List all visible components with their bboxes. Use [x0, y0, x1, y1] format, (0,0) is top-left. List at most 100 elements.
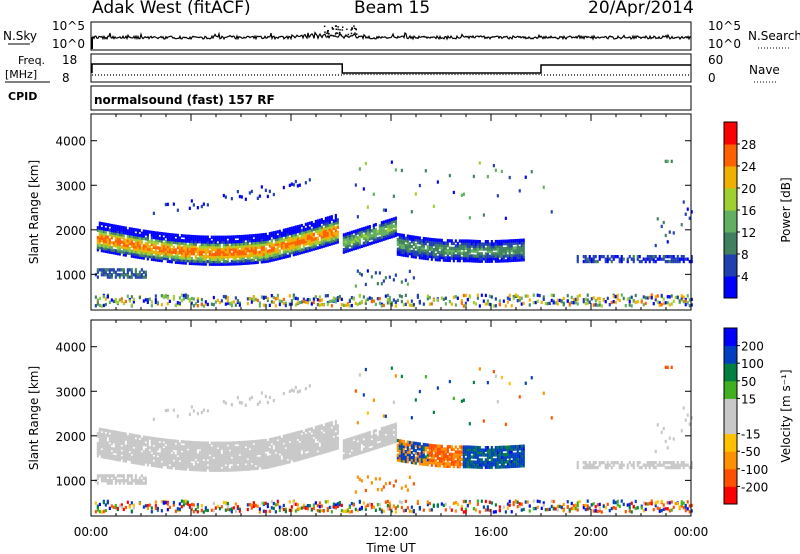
velocity-cell: [384, 482, 387, 486]
velocity-cell: [100, 474, 103, 478]
power-cell: [248, 261, 251, 265]
power-cell: [498, 252, 501, 256]
velocity-cell: [220, 461, 223, 465]
power-cell: [436, 248, 439, 252]
power-cell: [162, 244, 165, 248]
power-cell: [334, 240, 337, 245]
velocity-cell: [102, 509, 105, 514]
power-cell: [240, 244, 243, 248]
power-cell: [246, 244, 249, 248]
velocity-cell: [306, 445, 309, 449]
velocity-cell: [184, 455, 187, 459]
velocity-cell: [282, 444, 285, 448]
power-cell: [138, 236, 141, 240]
velocity-cell: [104, 441, 107, 445]
power-cell: [504, 251, 507, 256]
velocity-cell: [268, 509, 271, 513]
power-cell: [436, 180, 439, 184]
power-cell: [550, 293, 553, 297]
velocity-cell: [326, 424, 329, 429]
velocity-cell: [396, 458, 399, 462]
power-cell: [316, 238, 319, 243]
power-cell: [238, 254, 241, 258]
power-cell: [232, 262, 235, 266]
velocity-cell: [124, 459, 127, 463]
velocity-cell: [126, 481, 129, 485]
power-cell: [350, 247, 353, 252]
velocity-cell: [386, 427, 389, 431]
power-cell: [378, 238, 381, 243]
velocity-cell: [266, 465, 269, 469]
power-cell: [444, 251, 447, 255]
power-cell: [146, 239, 149, 244]
power-cell: [184, 249, 187, 253]
velocity-cell: [448, 455, 451, 459]
velocity-cell: [182, 452, 185, 456]
power-cell: [108, 250, 111, 254]
velocity-cell: [258, 461, 261, 465]
velocity-cell: [240, 467, 243, 472]
power-cell: [422, 246, 425, 250]
power-cell: [262, 237, 265, 242]
power-cell: [224, 302, 227, 306]
power-cell: [610, 259, 613, 264]
velocity-cell: [172, 441, 175, 446]
power-cell: [122, 245, 125, 249]
power-cell: [244, 254, 247, 258]
power-cell: [436, 298, 439, 302]
velocity-cell: [216, 444, 219, 448]
power-cell: [106, 268, 109, 272]
velocity-cell: [102, 474, 105, 478]
velocity-cell: [292, 502, 295, 506]
velocity-cell: [134, 474, 137, 478]
power-cell: [186, 294, 189, 298]
velocity-cell: [190, 443, 193, 447]
velocity-cell: [290, 457, 293, 461]
velocity-cell: [124, 479, 127, 483]
power-cell: [234, 303, 237, 307]
velocity-cell: [356, 447, 359, 451]
velocity-cell: [208, 456, 211, 460]
velocity-cell: [248, 445, 251, 449]
power-cell: [252, 261, 255, 265]
velocity-cell: [182, 462, 185, 466]
power-cell: [244, 259, 247, 263]
velocity-cell: [440, 457, 443, 461]
velocity-cell: [388, 481, 391, 485]
velocity-cell: [278, 457, 281, 461]
velocity-cell: [358, 373, 361, 377]
velocity-cell: [356, 449, 359, 453]
velocity-cell: [276, 446, 279, 450]
power-cell: [400, 248, 403, 252]
power-cell: [366, 225, 369, 229]
velocity-cell: [148, 453, 151, 457]
power-cell: [170, 257, 173, 261]
power-cell: [354, 241, 357, 245]
power-cell: [472, 301, 475, 305]
velocity-cell: [188, 448, 191, 452]
velocity-cell: [410, 509, 413, 513]
velocity-cell: [160, 500, 163, 504]
power-cell: [318, 221, 321, 225]
velocity-cell: [326, 446, 329, 451]
power-cell: [426, 244, 429, 249]
power-cell: [348, 304, 351, 308]
power-cell: [300, 231, 303, 235]
velocity-cell: [178, 447, 181, 451]
velocity-cell: [270, 464, 273, 468]
velocity-cell: [262, 439, 265, 443]
velocity-cell: [448, 379, 451, 384]
velocity-cell: [346, 447, 349, 452]
velocity-cell: [208, 463, 211, 467]
velocity-cell: [158, 452, 161, 456]
velocity-cell: [262, 509, 265, 513]
velocity-cell: [406, 452, 409, 457]
power-cell: [472, 259, 475, 263]
power-cell: [332, 298, 335, 302]
power-cell: [330, 242, 333, 246]
power-cell: [160, 236, 163, 241]
velocity-cell: [440, 449, 443, 453]
power-cell: [184, 254, 187, 258]
power-cell: [278, 241, 281, 246]
velocity-cell: [154, 439, 157, 443]
